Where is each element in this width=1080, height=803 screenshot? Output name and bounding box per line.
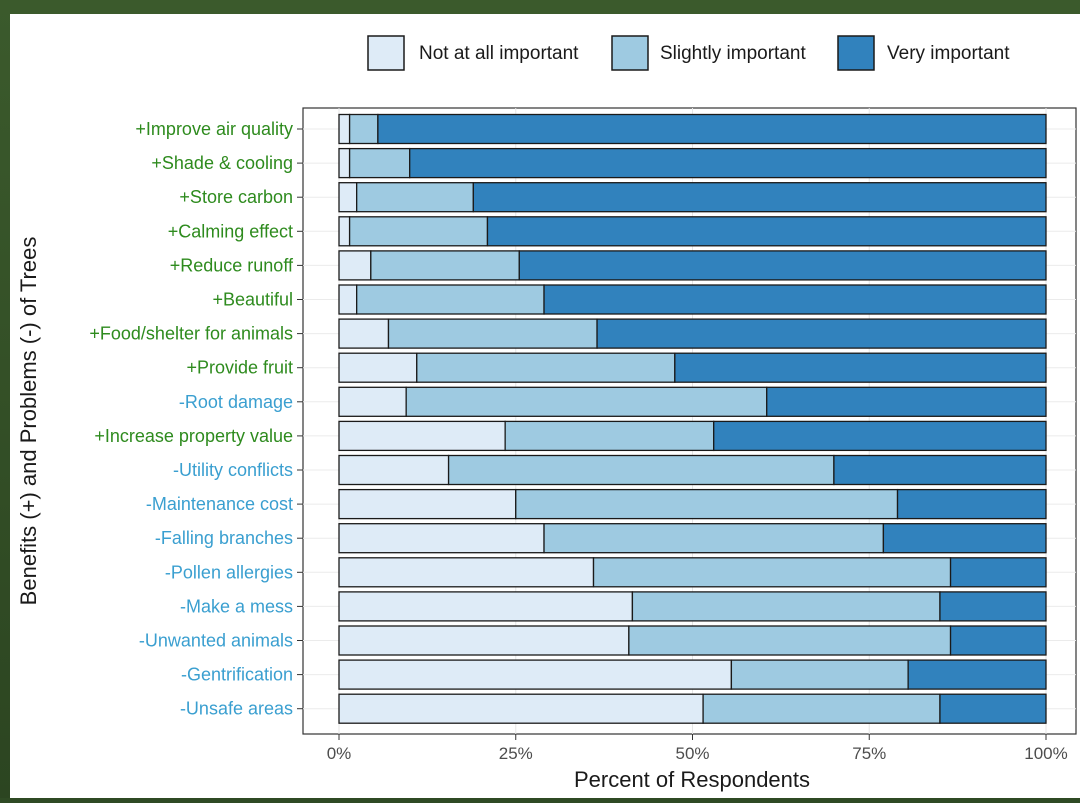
bar-segment [949, 557, 1047, 588]
legend-label: Slightly important [660, 43, 806, 64]
bar-segment [405, 386, 768, 417]
bar-segment [338, 659, 733, 690]
bar-segment [939, 591, 1047, 622]
bar-segment [338, 147, 351, 179]
bar-segment [472, 182, 1047, 213]
y-tick-label: +Improve air quality [135, 119, 293, 139]
y-axis-title: Benefits (+) and Problems (-) of Trees [16, 237, 41, 606]
y-tick-label: -Unwanted animals [139, 631, 293, 651]
bar-segment [338, 454, 450, 486]
bar-segment [592, 557, 952, 588]
bar-segment [543, 284, 1047, 315]
y-axis-labels: +Improve air quality +Shade & cooling +Sto… [89, 119, 303, 719]
y-tick-label: +Increase property value [94, 426, 293, 446]
bar-segment [882, 523, 1047, 554]
bar-segment [631, 591, 941, 622]
bar-segment [338, 557, 595, 588]
bar-segment [409, 147, 1047, 179]
bar-segment [348, 113, 379, 145]
bar-segment [338, 386, 407, 417]
bar-segment [338, 488, 517, 520]
bar-segment [447, 454, 835, 486]
bar-segment [596, 318, 1047, 349]
bar-segment [939, 693, 1047, 724]
bar-segment [518, 250, 1047, 281]
y-tick-label: +Food/shelter for animals [89, 324, 293, 344]
bar-segment [338, 216, 351, 247]
y-tick-label: +Reduce runoff [170, 255, 294, 275]
y-tick-label: +Provide fruit [186, 358, 293, 378]
x-tick-label: 50% [675, 744, 709, 763]
bar-segment [338, 113, 351, 145]
legend-label: Very important [887, 43, 1010, 64]
bar-segment [949, 625, 1047, 656]
stacked-bar-chart: Not at all important Slightly important Ve… [16, 35, 1077, 792]
bar-segment [348, 216, 489, 247]
x-tick-label: 0% [327, 744, 352, 763]
bar-segment [730, 659, 909, 690]
bar-segment [338, 284, 358, 315]
chart-card: Not at all important Slightly important Ve… [10, 14, 1080, 798]
y-tick-label: +Calming effect [168, 221, 293, 241]
bar-segment [486, 216, 1047, 247]
y-tick-label: -Root damage [179, 392, 293, 412]
bar-segment [543, 523, 885, 554]
bar-segment [628, 625, 952, 656]
y-tick-label: -Falling branches [155, 528, 293, 548]
bar-segment [348, 147, 411, 179]
y-tick-label: +Store carbon [179, 187, 293, 207]
y-tick-label: -Maintenance cost [146, 494, 293, 514]
legend: Not at all important Slightly important Ve… [367, 35, 1010, 71]
bar-segment [907, 659, 1047, 690]
bar-segment [674, 352, 1047, 383]
bar-segment [713, 420, 1047, 452]
bar-segment [504, 420, 715, 452]
bar-segment [338, 318, 390, 349]
bar-segment [387, 318, 598, 349]
bar-segment [766, 386, 1047, 417]
bar-segment [356, 284, 545, 315]
y-tick-label: -Pollen allergies [165, 562, 293, 582]
bar-segment [338, 591, 634, 622]
bar-segment [338, 693, 704, 724]
x-tick-label: 25% [499, 744, 533, 763]
bar-segment [515, 488, 899, 520]
bar-segment [338, 182, 358, 213]
bar-segment [338, 523, 545, 554]
legend-swatch [837, 35, 875, 71]
bar-segment [896, 488, 1047, 520]
bar-segment [356, 182, 474, 213]
x-tick-label: 100% [1024, 744, 1067, 763]
bar-segment [338, 250, 372, 281]
y-tick-label: -Unsafe areas [180, 699, 293, 719]
y-tick-label: +Beautiful [212, 290, 293, 310]
x-axis-title: Percent of Respondents [574, 767, 810, 792]
legend-label: Not at all important [419, 43, 579, 64]
y-tick-label: -Make a mess [180, 596, 293, 616]
bar-segment [833, 454, 1047, 486]
bar-segment [416, 352, 676, 383]
x-axis-labels: 0% 25% 50% 75% 100% [327, 734, 1068, 763]
bar-segment [370, 250, 520, 281]
bars [338, 113, 1047, 724]
legend-swatch [367, 35, 405, 71]
bar-segment [377, 113, 1047, 145]
bar-segment [702, 693, 941, 724]
bar-segment [338, 420, 506, 452]
bar-segment [338, 625, 630, 656]
x-tick-label: 75% [852, 744, 886, 763]
bar-segment [338, 352, 418, 383]
y-tick-label: -Utility conflicts [173, 460, 293, 480]
y-tick-label: +Shade & cooling [151, 153, 293, 173]
legend-swatch [611, 35, 649, 71]
y-tick-label: -Gentrification [181, 665, 293, 685]
